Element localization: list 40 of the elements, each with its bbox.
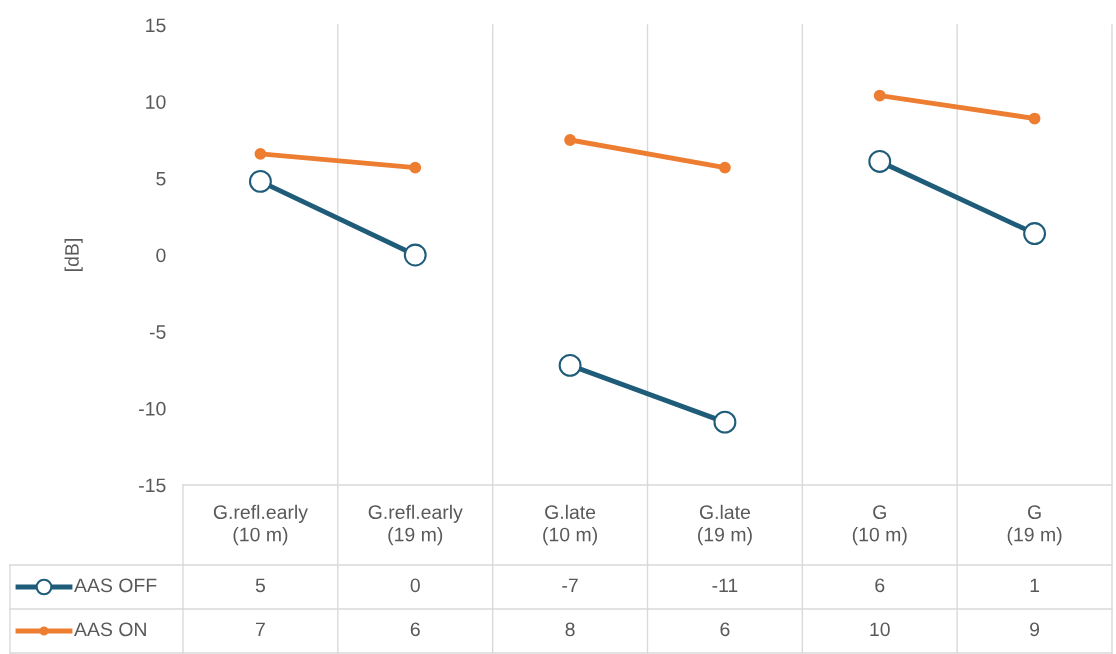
data-label: 7 [256, 622, 265, 637]
x-tick-label: G (19 m) [1007, 505, 1062, 546]
point [1028, 112, 1041, 125]
point [558, 353, 582, 377]
data-label: -7 [562, 578, 578, 593]
point [254, 147, 267, 160]
y-tick-label: 0 [156, 248, 166, 263]
data-label: 10 [870, 622, 890, 637]
point [403, 243, 427, 267]
y-axis-title: [dB] [64, 239, 83, 271]
data-label: 8 [565, 622, 575, 637]
point [873, 89, 886, 102]
data-label: 6 [875, 578, 885, 593]
data-label: 5 [255, 578, 266, 593]
y-tick-label: -5 [149, 325, 166, 339]
y-tick-label: -15 [139, 478, 166, 493]
x-tick-label: G.late (10 m) [543, 504, 597, 546]
legend-label: AAS OFF [74, 578, 157, 593]
y-tick-label: 5 [156, 172, 166, 186]
y-tick-label: 10 [146, 95, 166, 109]
legend-label: AAS ON [74, 622, 146, 637]
data-label: 9 [1030, 622, 1040, 637]
data-label: 6 [410, 622, 420, 637]
x-tick-label: G.late (19 m) [698, 504, 752, 546]
data-label: 6 [720, 622, 730, 637]
x-tick-label: G.refl.early (10 m) [213, 504, 308, 546]
x-tick-label: G (10 m) [852, 505, 907, 546]
point [248, 169, 272, 193]
point [1023, 222, 1047, 245]
x-tick-label: G.refl.early (19 m) [368, 504, 463, 546]
point [564, 134, 576, 146]
data-label: 0 [410, 578, 420, 593]
point [719, 161, 731, 174]
y-tick-label: -10 [139, 401, 166, 416]
point [409, 161, 422, 174]
y-tick-label: 15 [146, 18, 166, 33]
point [713, 410, 737, 434]
data-label: 1 [1030, 578, 1040, 593]
data-label: -11 [712, 578, 738, 593]
point [868, 150, 892, 173]
